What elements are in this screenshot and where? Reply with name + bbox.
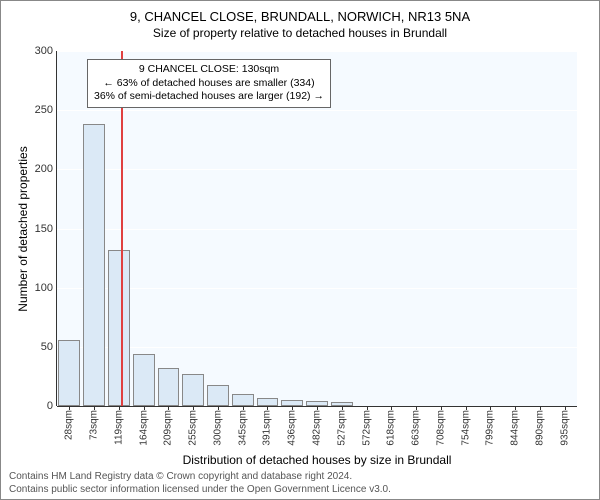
histogram-bar [232,394,254,406]
x-tick-label: 663sqm [411,410,422,446]
x-tick-label: 844sqm [510,410,521,446]
x-tick-label: 436sqm [287,410,298,446]
x-axis-label: Distribution of detached houses by size … [57,453,577,467]
histogram-bar [158,368,180,406]
x-tick-label: 799sqm [485,410,496,446]
gridline [57,347,577,348]
x-tick-label: 754sqm [460,410,471,446]
y-tick-label: 100 [23,282,53,294]
x-axis: 28sqm 73sqm 119sqm 164sqm 209sqm 255sqm 300sqm… [57,406,577,458]
x-tick-label: 527sqm [336,410,347,446]
y-tick-label: 50 [23,341,53,353]
gridline [57,169,577,170]
x-tick-label: 28sqm [64,410,75,440]
x-tick-label: 164sqm [138,410,149,446]
x-tick-label: 300sqm [212,410,223,446]
footer-line2: Contains public sector information licen… [9,484,391,497]
annotation-line2: ← 63% of detached houses are smaller (33… [94,77,324,91]
histogram-bar [108,250,130,406]
histogram-bar [133,354,155,406]
chart-title: 9, CHANCEL CLOSE, BRUNDALL, NORWICH, NR1… [1,9,599,24]
histogram-bar [182,374,204,406]
x-tick-label: 119sqm [113,410,124,445]
histogram-bar [83,124,105,406]
y-tick-label: 150 [23,223,53,235]
gridline [57,110,577,111]
x-tick-label: 572sqm [361,410,372,446]
gridline [57,229,577,230]
y-tick-label: 200 [23,163,53,175]
x-tick-label: 618sqm [386,410,397,446]
y-tick-label: 300 [23,45,53,57]
y-axis: 050100150200250300 [21,51,57,406]
x-tick-label: 209sqm [163,410,174,446]
footer-line1: Contains HM Land Registry data © Crown c… [9,471,391,484]
x-tick-label: 345sqm [237,410,248,446]
footer-text: Contains HM Land Registry data © Crown c… [9,471,391,496]
annotation-line1: 9 CHANCEL CLOSE: 130sqm [94,63,324,77]
annotation-box: 9 CHANCEL CLOSE: 130sqm ← 63% of detache… [87,59,331,108]
chart-container: 9, CHANCEL CLOSE, BRUNDALL, NORWICH, NR1… [0,0,600,500]
y-tick-label: 250 [23,104,53,116]
histogram-bar [58,340,80,406]
x-tick-label: 708sqm [435,410,446,446]
gridline [57,288,577,289]
chart-subtitle: Size of property relative to detached ho… [1,26,599,40]
x-tick-label: 391sqm [262,410,273,446]
histogram-bar [207,385,229,406]
y-tick-label: 0 [23,400,53,412]
x-tick-label: 255sqm [188,410,199,446]
gridline [57,51,577,52]
histogram-bar [257,398,279,406]
annotation-line3: 36% of semi-detached houses are larger (… [94,90,324,104]
x-tick-label: 935sqm [559,410,570,446]
x-tick-label: 482sqm [312,410,323,446]
x-tick-label: 73sqm [89,410,100,440]
x-tick-label: 890sqm [534,410,545,446]
